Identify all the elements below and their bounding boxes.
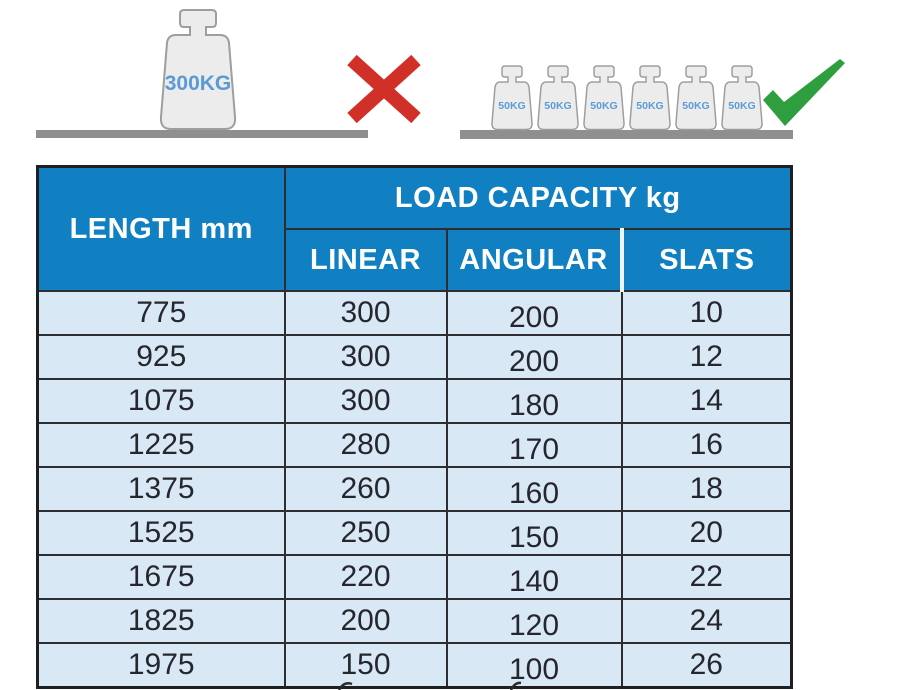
cell-length: 1375 bbox=[36, 466, 286, 512]
cell-angular: 100 bbox=[445, 642, 623, 689]
table-row: 1075 300 180 14 bbox=[36, 378, 793, 424]
cell-slats: 14 bbox=[620, 378, 793, 424]
weight-50kg-icon: 50KG bbox=[629, 65, 671, 131]
cropped-text-artifact bbox=[338, 682, 353, 690]
cell-angular-value: 180 bbox=[508, 389, 560, 422]
cell-angular-value: 170 bbox=[508, 433, 560, 466]
table-row: 1525 250 150 20 bbox=[36, 510, 793, 556]
cell-length: 1825 bbox=[36, 598, 286, 644]
weight-50kg-label: 50KG bbox=[544, 100, 571, 112]
cell-angular-value: 200 bbox=[508, 345, 560, 378]
weight-50kg-icon: 50KG bbox=[537, 65, 579, 131]
cell-angular-value: 160 bbox=[508, 477, 560, 510]
table-row: 775 300 200 10 bbox=[36, 290, 793, 336]
cropped-text-artifact bbox=[509, 681, 522, 690]
cell-length: 1225 bbox=[36, 422, 286, 468]
cell-linear: 300 bbox=[283, 290, 448, 336]
cell-angular-value: 140 bbox=[508, 565, 560, 598]
table-row: 1375 260 160 18 bbox=[36, 466, 793, 512]
table-row: 925 300 200 12 bbox=[36, 334, 793, 380]
cell-length: 1675 bbox=[36, 554, 286, 600]
cell-slats: 22 bbox=[620, 554, 793, 600]
weights-50kg-group: 50KG 50KG 50KG 50KG 50KG 50KG bbox=[491, 65, 763, 131]
header-angular: ANGULAR bbox=[445, 228, 623, 292]
cell-linear: 300 bbox=[283, 378, 448, 424]
x-mark-icon bbox=[347, 54, 421, 124]
cell-slats: 18 bbox=[620, 466, 793, 512]
cell-linear: 280 bbox=[283, 422, 448, 468]
cell-slats: 12 bbox=[620, 334, 793, 380]
table-row: 1825 200 120 24 bbox=[36, 598, 793, 644]
header-linear: LINEAR bbox=[283, 228, 448, 292]
cell-angular: 160 bbox=[445, 466, 623, 512]
cell-length: 925 bbox=[36, 334, 286, 380]
cell-angular: 200 bbox=[445, 334, 623, 380]
table-row: 1675 220 140 22 bbox=[36, 554, 793, 600]
cell-length: 775 bbox=[36, 290, 286, 336]
weight-50kg-icon: 50KG bbox=[491, 65, 533, 131]
cell-angular-value: 120 bbox=[508, 609, 560, 642]
weight-50kg-icon: 50KG bbox=[583, 65, 625, 131]
table-row: 1225 280 170 16 bbox=[36, 422, 793, 468]
weight-50kg-label: 50KG bbox=[682, 100, 709, 112]
table-header-row-2: LINEAR ANGULAR SLATS bbox=[38, 228, 793, 292]
cell-linear: 220 bbox=[283, 554, 448, 600]
cell-angular-value: 200 bbox=[508, 301, 560, 334]
weight-50kg-label: 50KG bbox=[636, 100, 663, 112]
cell-angular-value: 150 bbox=[508, 521, 560, 554]
shelf-bar-right bbox=[460, 130, 793, 139]
cell-slats: 26 bbox=[620, 642, 793, 689]
cell-length: 1075 bbox=[36, 378, 286, 424]
weight-50kg-label: 50KG bbox=[498, 100, 525, 112]
cell-angular: 120 bbox=[445, 598, 623, 644]
cell-slats: 16 bbox=[620, 422, 793, 468]
cell-angular-value: 100 bbox=[508, 653, 560, 686]
header-slats: SLATS bbox=[619, 228, 793, 292]
table-row: 1975 150 100 26 bbox=[36, 642, 793, 689]
header-load-capacity: LOAD CAPACITY kg bbox=[283, 165, 793, 230]
cell-linear: 250 bbox=[283, 510, 448, 556]
cell-angular: 140 bbox=[445, 554, 623, 600]
shelf-bar-left bbox=[36, 130, 368, 138]
table-header-row-1: LENGTH mm LOAD CAPACITY kg bbox=[36, 165, 793, 292]
cell-length: 1975 bbox=[36, 642, 286, 689]
cell-slats: 20 bbox=[620, 510, 793, 556]
cell-slats: 24 bbox=[620, 598, 793, 644]
weight-300kg-icon: 300KG bbox=[159, 9, 237, 130]
cell-linear: 260 bbox=[283, 466, 448, 512]
cell-length: 1525 bbox=[36, 510, 286, 556]
weight-50kg-icon: 50KG bbox=[675, 65, 717, 131]
cell-slats: 10 bbox=[620, 290, 793, 336]
cell-angular: 200 bbox=[445, 290, 623, 336]
weight-50kg-label: 50KG bbox=[590, 100, 617, 112]
weight-50kg-icon: 50KG bbox=[721, 65, 763, 131]
cell-linear: 300 bbox=[283, 334, 448, 380]
load-capacity-table: LENGTH mm LOAD CAPACITY kg LINEAR ANGULA… bbox=[36, 165, 794, 689]
cell-linear: 200 bbox=[283, 598, 448, 644]
weight-50kg-label: 50KG bbox=[728, 100, 755, 112]
check-mark-icon bbox=[763, 59, 845, 126]
weight-300kg-label: 300KG bbox=[165, 72, 232, 95]
cell-angular: 150 bbox=[445, 510, 623, 556]
cell-angular: 180 bbox=[445, 378, 623, 424]
cell-linear: 150 bbox=[283, 642, 448, 689]
cell-angular: 170 bbox=[445, 422, 623, 468]
header-length: LENGTH mm bbox=[36, 165, 286, 292]
